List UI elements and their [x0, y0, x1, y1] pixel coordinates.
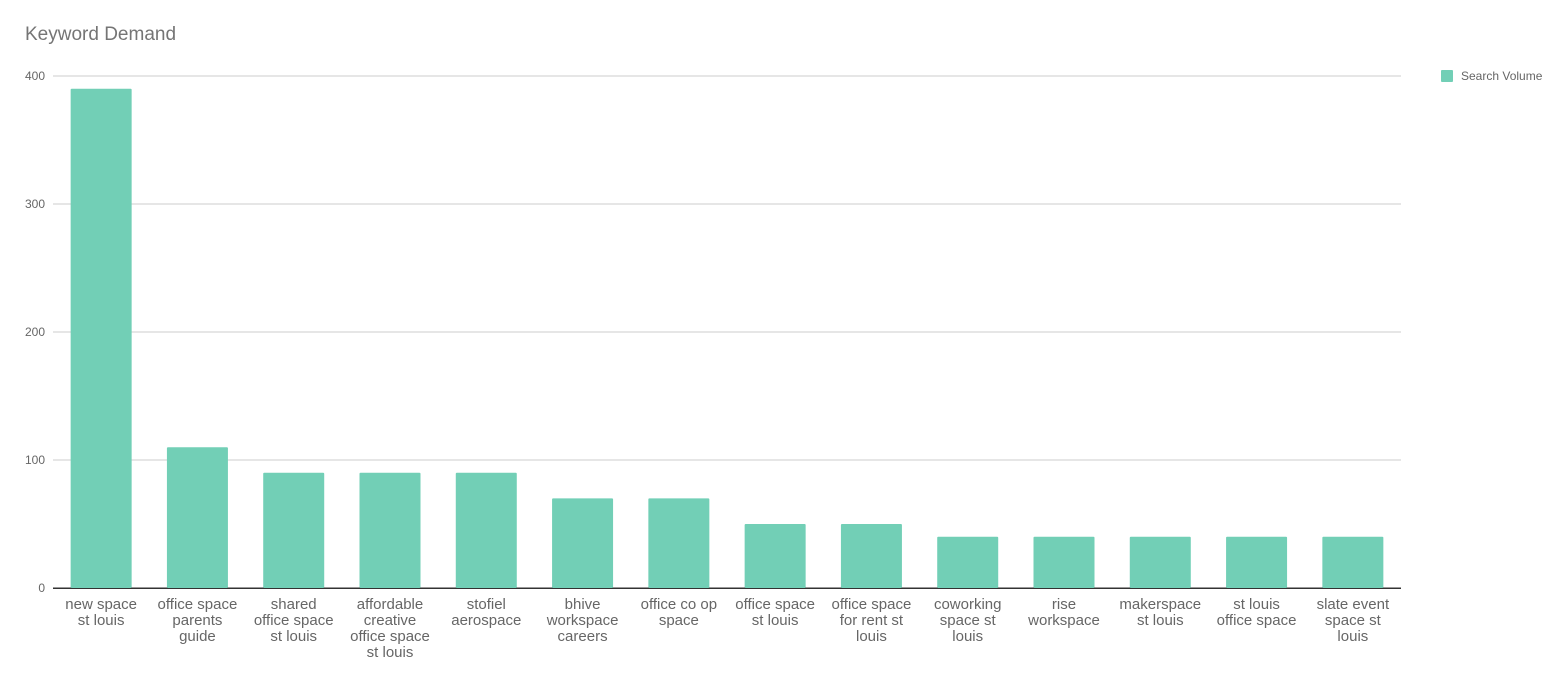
x-category-label: office co op space: [641, 596, 717, 629]
chart-title: Keyword Demand: [25, 24, 177, 45]
x-category-label: coworking space st louis: [934, 596, 1002, 645]
bar[interactable]: [744, 524, 806, 588]
x-category-label: affordable creative office space st louis: [350, 596, 430, 661]
y-tick-label: 400: [25, 69, 45, 83]
y-tick-label: 300: [25, 197, 45, 211]
y-tick-label: 100: [25, 453, 45, 467]
x-category-label: stofiel aerospace: [451, 596, 521, 629]
bar[interactable]: [937, 536, 999, 588]
x-category-label: office space for rent st louis: [832, 596, 912, 645]
x-category-label: shared office space st louis: [254, 596, 334, 645]
bar[interactable]: [1322, 536, 1384, 588]
x-category-label: new space st louis: [65, 596, 137, 629]
x-category-label: office space parents guide: [158, 596, 238, 645]
bar[interactable]: [552, 498, 614, 588]
y-tick-label: 200: [25, 325, 45, 339]
bar[interactable]: [1129, 536, 1191, 588]
bar[interactable]: [455, 472, 517, 588]
bar[interactable]: [840, 524, 902, 588]
bar[interactable]: [359, 472, 421, 588]
x-category-label: slate event space st louis: [1317, 596, 1390, 645]
bar[interactable]: [263, 472, 325, 588]
bar[interactable]: [70, 88, 132, 589]
x-category-label: st louis office space: [1217, 596, 1297, 629]
legend-label: Search Volume: [1461, 69, 1543, 83]
bar[interactable]: [166, 447, 228, 588]
x-category-label: bhive workspace careers: [546, 596, 619, 645]
x-category-label: office space st louis: [735, 596, 815, 629]
bar[interactable]: [648, 498, 710, 588]
legend-swatch: [1441, 70, 1453, 82]
y-tick-label: 0: [38, 581, 45, 595]
bar[interactable]: [1226, 536, 1288, 588]
bar[interactable]: [1033, 536, 1095, 588]
x-category-label: rise workspace: [1027, 596, 1100, 629]
x-category-label: makerspace st louis: [1119, 596, 1201, 629]
legend[interactable]: Search Volume: [1441, 69, 1542, 83]
